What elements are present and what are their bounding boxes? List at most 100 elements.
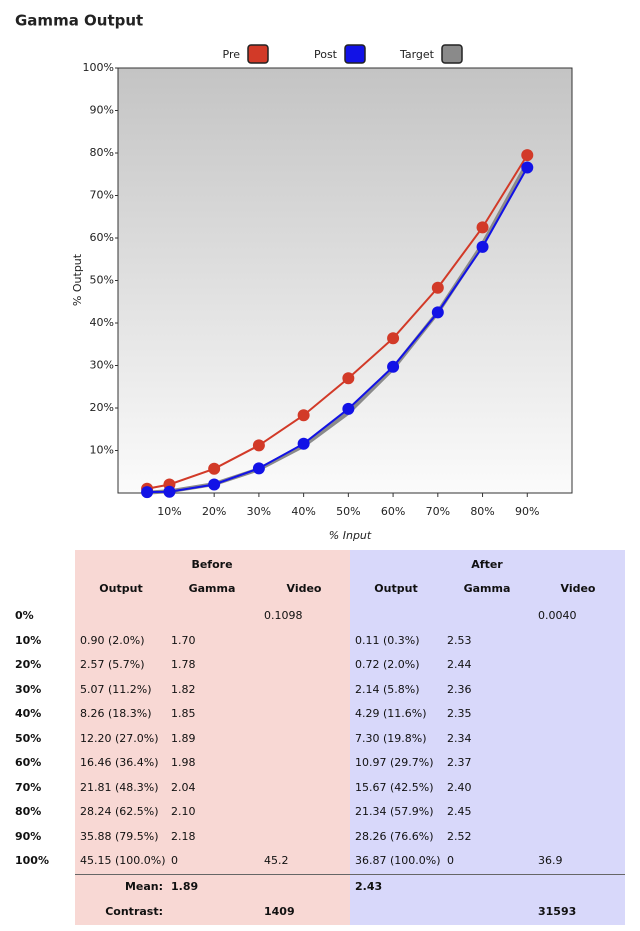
column-header: Output xyxy=(99,582,143,595)
plot-area xyxy=(117,67,573,494)
cell-value: 2.18 xyxy=(171,829,196,843)
cell-value: 0.90 (2.0%) xyxy=(80,633,145,647)
chart-title: Gamma Output xyxy=(15,12,143,30)
x-tick-label: 70% xyxy=(426,505,450,518)
row-label: 40% xyxy=(15,707,42,720)
cell-value: 36.9 xyxy=(538,854,563,867)
cell-value: 2.57 (5.7%) xyxy=(80,658,145,671)
cell-value: 12.20 (27.0%) xyxy=(80,731,159,745)
footer-value: 2.43 xyxy=(355,880,383,893)
point xyxy=(387,332,400,345)
row-label: 30% xyxy=(15,682,42,696)
point xyxy=(342,372,355,385)
point xyxy=(521,149,534,162)
point xyxy=(476,221,489,234)
x-tick-label: 90% xyxy=(515,505,539,518)
cell-value: 35.88 (79.5%) xyxy=(80,829,159,843)
y-tick-label: 30% xyxy=(90,359,114,372)
x-axis-label: % Input xyxy=(329,529,372,542)
point xyxy=(252,462,265,475)
row-label: 50% xyxy=(15,731,42,745)
point xyxy=(252,439,265,452)
x-tick-label: 80% xyxy=(470,505,494,518)
y-tick-label: 10% xyxy=(90,444,114,457)
cell-value: 2.52 xyxy=(447,829,472,843)
group-header: Before xyxy=(191,558,233,571)
point xyxy=(163,485,176,498)
cell-value: 28.26 (76.6%) xyxy=(355,829,434,843)
cell-value: 1.89 xyxy=(171,731,196,745)
column-header: Video xyxy=(560,582,596,595)
x-tick-label: 60% xyxy=(381,505,405,518)
cell-value: 0.11 (0.3%) xyxy=(355,633,420,647)
cell-value: 2.40 xyxy=(447,780,472,794)
legend-label: Pre xyxy=(223,48,241,61)
cell-value: 1.85 xyxy=(171,707,196,720)
cell-value: 2.53 xyxy=(447,633,472,647)
cell-value: 21.34 (57.9%) xyxy=(355,805,434,818)
y-tick-label: 90% xyxy=(90,104,114,117)
x-tick-label: 30% xyxy=(247,505,271,518)
column-header: Gamma xyxy=(188,582,236,595)
cell-value: 0 xyxy=(171,854,178,867)
row-label: 90% xyxy=(15,829,42,843)
chart: Gamma Output % Output % Input 10% 20% 30% 4… xyxy=(15,12,573,542)
footer-value: 31593 xyxy=(538,905,577,918)
cell-value: 2.44 xyxy=(447,658,472,671)
y-tick-label: 40% xyxy=(90,316,114,329)
cell-value: 1.78 xyxy=(171,658,196,671)
series-line xyxy=(147,166,529,494)
column-header: Output xyxy=(374,582,418,595)
cell-value: 2.34 xyxy=(447,731,472,745)
footer-value: 1.89 xyxy=(171,880,199,893)
legend-swatch xyxy=(247,44,269,64)
cell-value: 1.70 xyxy=(171,633,196,647)
legend-label: Post xyxy=(314,48,338,61)
y-tick-label: 70% xyxy=(90,189,114,202)
legend-label: Target xyxy=(399,48,435,61)
cell-value: 0 xyxy=(447,854,454,867)
row-label: 0% xyxy=(15,609,34,622)
point xyxy=(297,409,310,422)
point xyxy=(342,402,355,415)
y-tick-label: 20% xyxy=(90,401,114,414)
row-label: 60% xyxy=(15,756,42,769)
cell-value: 15.67 (42.5%) xyxy=(355,780,434,794)
cell-value: 2.35 xyxy=(447,707,472,720)
cell-value: 1.82 xyxy=(171,682,196,696)
footer-value: 1409 xyxy=(264,905,295,918)
footer-label: Mean: xyxy=(124,880,163,893)
cell-value: 7.30 (19.8%) xyxy=(355,731,427,745)
before-panel xyxy=(75,550,350,925)
cell-value: 0.1098 xyxy=(264,609,303,622)
cell-value: 2.36 xyxy=(447,682,472,696)
group-header: After xyxy=(471,558,503,571)
point xyxy=(141,486,154,499)
point xyxy=(208,478,221,491)
series-line xyxy=(146,154,529,490)
row-label: 70% xyxy=(15,780,42,794)
x-tick-label: 50% xyxy=(336,505,360,518)
point xyxy=(476,240,489,253)
point xyxy=(387,360,400,373)
cell-value: 0.0040 xyxy=(538,609,577,622)
cell-value: 10.97 (29.7%) xyxy=(355,756,434,769)
row-label: 100% xyxy=(15,854,49,867)
separator xyxy=(75,874,625,875)
cell-value: 16.46 (36.4%) xyxy=(80,756,159,769)
y-tick-label: 60% xyxy=(90,231,114,244)
point xyxy=(521,161,534,174)
cell-value: 21.81 (48.3%) xyxy=(80,780,159,794)
row-label: 80% xyxy=(15,805,42,818)
point xyxy=(431,306,444,319)
y-tick-label: 80% xyxy=(90,146,114,159)
cell-value: 2.04 xyxy=(171,780,196,794)
cell-value: 0.72 (2.0%) xyxy=(355,658,420,671)
cell-value: 4.29 (11.6%) xyxy=(355,707,427,720)
x-tick-label: 20% xyxy=(202,505,226,518)
legend-swatch xyxy=(441,44,463,64)
row-label: 10% xyxy=(15,633,42,647)
y-tick-label: 50% xyxy=(90,274,114,287)
footer-label: Contrast: xyxy=(105,905,163,918)
